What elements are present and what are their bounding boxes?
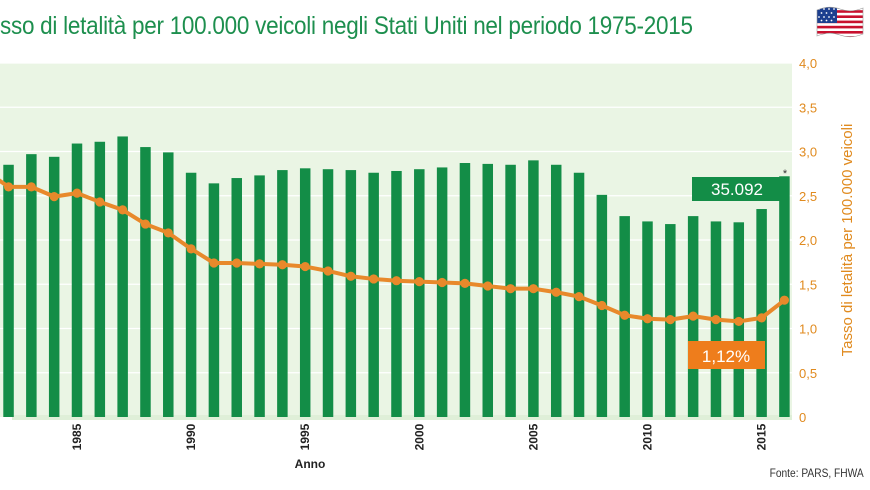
line-point-1987 (118, 205, 128, 215)
line-point-1996 (323, 266, 333, 276)
line-point-1995 (300, 261, 310, 272)
chart-title: sso di letalità per 100.000 veicoli negl… (0, 12, 693, 40)
bar-1986 (94, 141, 106, 417)
x-tick-label: 1990 (184, 423, 198, 450)
y-tick-label: 2,5 (799, 189, 817, 204)
bar-1989 (163, 152, 174, 417)
line-point-2007 (574, 292, 584, 302)
bar-1982 (3, 164, 14, 417)
x-tick-label: 1985 (70, 423, 84, 450)
line-point-1986 (95, 197, 105, 207)
line-point-2016 (779, 295, 790, 305)
line-point-2000 (414, 276, 424, 287)
line-point-1982 (3, 182, 14, 192)
bar-callout-label: 35.092 (711, 180, 763, 199)
line-point-1984 (49, 192, 59, 202)
line-point-2005 (528, 284, 539, 294)
bar-1998 (368, 172, 379, 417)
bar-1983 (26, 154, 37, 417)
line-callout-label: 1,12% (702, 347, 750, 366)
line-point-2003 (483, 281, 493, 291)
x-axis-ticks: 1985 1990 1995 2000 2005 2010 2015 (70, 423, 769, 450)
line-point-2002 (460, 278, 470, 288)
line-point-1983 (26, 182, 36, 192)
line-point-2004 (505, 284, 516, 294)
x-tick-label: 1995 (298, 423, 312, 450)
bar-1994 (277, 170, 288, 417)
y-tick-label: 1,5 (799, 277, 817, 292)
bar-2000 (414, 169, 425, 417)
line-point-2011 (665, 315, 675, 325)
bar-callout: 35.092 (692, 177, 782, 201)
bar-2001 (436, 167, 448, 417)
bar-1985 (71, 143, 83, 417)
bar-1997 (345, 170, 357, 417)
y-tick-label: 1,0 (799, 322, 817, 337)
y-tick-label: 2,0 (799, 233, 817, 248)
y-tick-label: 4,0 (799, 56, 817, 71)
line-point-2001 (437, 277, 447, 288)
line-point-1998 (369, 274, 379, 284)
line-point-1993 (254, 259, 265, 269)
line-point-2006 (551, 287, 561, 297)
x-tick-label: 2000 (412, 423, 426, 450)
bar-1992 (231, 178, 242, 417)
line-point-1997 (346, 271, 356, 281)
x-axis-label: Anno (295, 457, 326, 471)
line-point-2014 (734, 316, 744, 327)
bar-1996 (322, 169, 334, 417)
bar-1984 (48, 156, 60, 417)
line-point-1994 (277, 260, 287, 270)
line-point-1991 (209, 258, 219, 268)
bar-1993 (254, 175, 265, 417)
line-point-1988 (140, 219, 151, 229)
bar-1990 (185, 172, 197, 417)
line-point-2013 (711, 315, 721, 325)
line-point-1989 (163, 228, 173, 238)
y-tick-label: 3,0 (799, 145, 817, 160)
line-point-2008 (597, 300, 607, 311)
line-point-1992 (232, 258, 242, 268)
line-point-1985 (72, 188, 82, 198)
line-point-1999 (391, 276, 402, 286)
line-point-2009 (620, 310, 630, 320)
asterisk-note: * (783, 168, 788, 180)
source-note: Fonte: PARS, FHWA (769, 466, 864, 480)
y-tick-label: 0,5 (799, 366, 817, 381)
x-tick-label: 2005 (526, 423, 540, 450)
line-point-2015 (757, 313, 767, 323)
y-tick-label: 0 (799, 410, 806, 425)
line-callout: 1,12% (688, 341, 765, 369)
bar-1995 (299, 168, 311, 417)
us-flag-icon (816, 6, 864, 38)
line-series (0, 178, 790, 327)
y-axis-ticks: 0 0,5 1,0 1,5 2,0 2,5 3,0 3,5 4,0 (799, 56, 817, 425)
bar-1991 (208, 183, 220, 417)
x-tick-label: 2015 (755, 423, 769, 450)
bar-2002 (459, 163, 471, 417)
bar-1988 (140, 147, 151, 417)
line-point-1990 (186, 244, 196, 254)
line-point-2012 (688, 311, 698, 321)
bar-2015 (756, 209, 767, 417)
bar-1999 (391, 170, 402, 417)
y-axis-label: Tasso di letalità per 100.000 veicoli (839, 124, 856, 357)
line-point-2010 (642, 314, 653, 324)
x-tick-label: 2010 (641, 423, 655, 450)
y-tick-label: 3,5 (799, 100, 817, 115)
bar-1987 (117, 136, 128, 417)
